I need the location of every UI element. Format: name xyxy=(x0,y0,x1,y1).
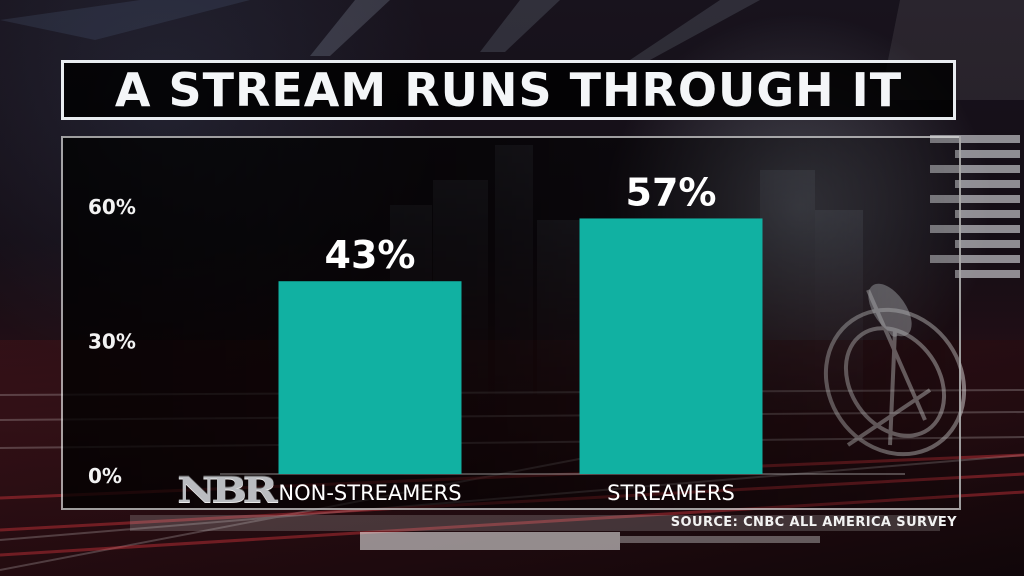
bar-streamers xyxy=(579,218,763,474)
y-tick-label: 60% xyxy=(88,195,136,219)
bar-non-streamers xyxy=(278,281,462,474)
data-label: 43% xyxy=(325,233,416,277)
source-note: SOURCE: CNBC ALL AMERICA SURVEY xyxy=(670,515,957,530)
data-label: 57% xyxy=(626,170,717,214)
y-tick-label: 0% xyxy=(88,464,122,488)
x-tick-label: STREAMERS xyxy=(607,481,735,505)
title-banner: A STREAM RUNS THROUGH IT xyxy=(61,60,956,120)
chart-panel xyxy=(61,136,961,510)
nbr-logo-icon: NBR xyxy=(177,470,278,511)
y-tick-label: 30% xyxy=(88,330,136,354)
x-tick-label: NON-STREAMERS xyxy=(278,481,461,505)
chart-title: A STREAM RUNS THROUGH IT xyxy=(114,63,903,117)
